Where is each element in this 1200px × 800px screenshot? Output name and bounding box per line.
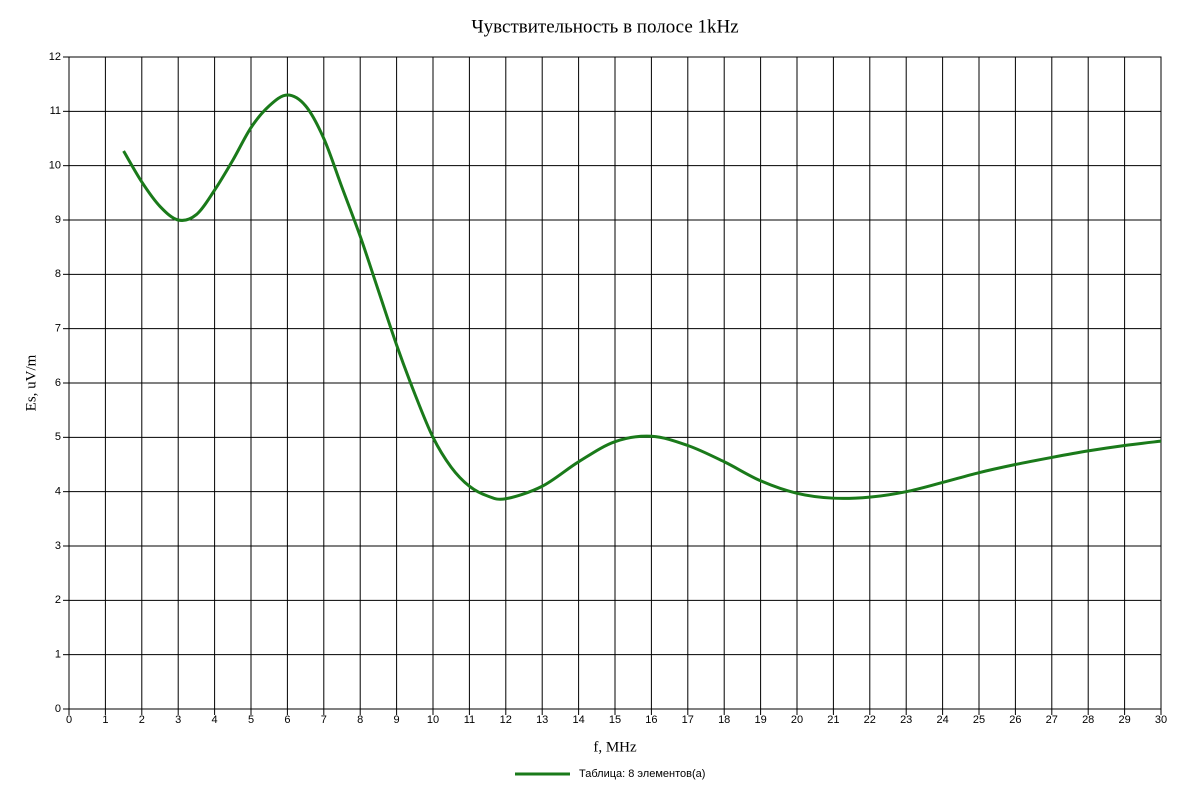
x-tick-label: 8 [357, 714, 363, 726]
y-tick-label: 10 [49, 160, 61, 172]
legend-label: Таблица: 8 элементов(а) [579, 768, 705, 780]
series-line [122, 93, 1162, 501]
x-tick-label: 6 [284, 714, 290, 726]
x-tick-label: 24 [936, 714, 948, 726]
y-tick-label: 1 [55, 649, 61, 661]
x-tick-label: 17 [682, 714, 694, 726]
x-tick-label: 9 [394, 714, 400, 726]
x-tick-label: 0 [66, 714, 72, 726]
x-tick-label: 28 [1082, 714, 1094, 726]
y-tick-label: 5 [55, 431, 61, 443]
x-tick-label: 15 [609, 714, 621, 726]
x-tick-label: 3 [175, 714, 181, 726]
y-tick-label: 2 [55, 594, 61, 606]
y-tick-label: 11 [50, 105, 61, 117]
x-tick-label: 4 [212, 714, 218, 726]
y-tick-label: 9 [55, 214, 61, 226]
x-tick-label: 23 [900, 714, 912, 726]
x-tick-label: 27 [1046, 714, 1058, 726]
x-tick-label: 26 [1009, 714, 1021, 726]
x-tick-label: 13 [536, 714, 548, 726]
x-tick-label: 5 [248, 714, 254, 726]
y-axis-label: Es, uV/m [23, 354, 39, 411]
x-tick-label: 16 [645, 714, 657, 726]
y-tick-label: 7 [55, 323, 61, 335]
x-tick-label: 1 [102, 714, 108, 726]
x-tick-label: 19 [754, 714, 766, 726]
x-tick-label: 12 [500, 714, 512, 726]
x-tick-label: 22 [864, 714, 876, 726]
y-tick-label: 12 [49, 51, 61, 63]
x-tick-label: 2 [139, 714, 145, 726]
x-tick-label: 30 [1155, 714, 1167, 726]
y-tick-label: 4 [55, 486, 61, 498]
x-axis-label: f, MHz [593, 739, 637, 755]
x-tick-label: 14 [572, 714, 584, 726]
y-tick-label: 8 [55, 268, 61, 280]
y-tick-label: 0 [55, 703, 61, 715]
y-tick-label: 6 [55, 377, 61, 389]
y-tick-label: 3 [55, 540, 61, 552]
x-tick-label: 20 [791, 714, 803, 726]
x-tick-label: 10 [427, 714, 439, 726]
x-tick-label: 21 [827, 714, 839, 726]
x-tick-label: 18 [718, 714, 730, 726]
x-tick-label: 29 [1118, 714, 1130, 726]
x-tick-label: 7 [321, 714, 327, 726]
chart-title: Чувствительность в полосе 1kHz [471, 16, 738, 37]
x-tick-label: 11 [464, 714, 475, 726]
plot-border [68, 56, 1162, 710]
x-tick-label: 25 [973, 714, 985, 726]
